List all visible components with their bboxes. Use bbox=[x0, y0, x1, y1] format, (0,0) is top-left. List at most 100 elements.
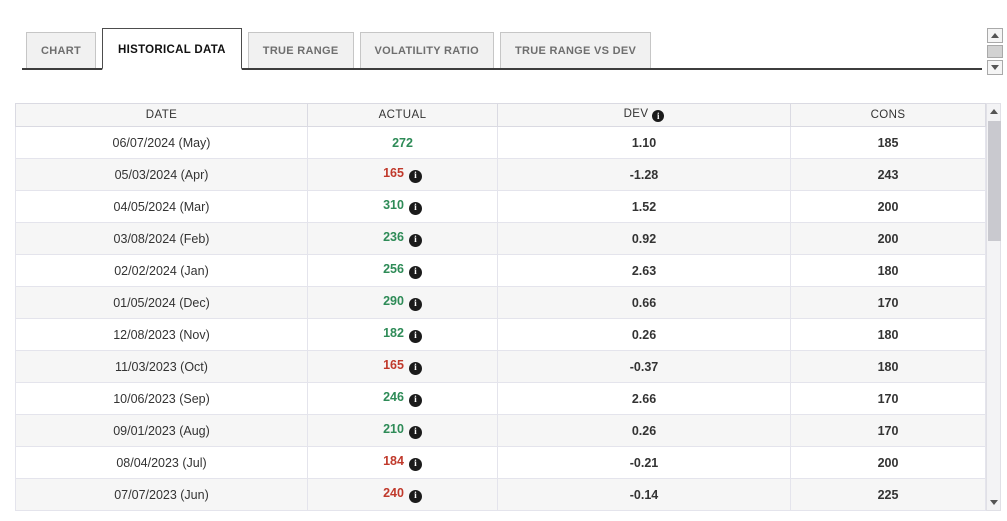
table-header-row: DATE ACTUAL DEV i CONS bbox=[15, 103, 986, 127]
column-label-cons: CONS bbox=[870, 109, 906, 121]
table-row: 05/03/2024 (Apr) 165 i -1.28 243 bbox=[15, 158, 986, 191]
actual-info-icon[interactable]: i bbox=[408, 394, 422, 407]
actual-info-icon[interactable]: i bbox=[408, 170, 422, 183]
table-row: 12/08/2023 (Nov) 182 i 0.26 180 bbox=[15, 318, 986, 351]
actual-info-icon[interactable]: i bbox=[408, 202, 422, 215]
cons-cell: 225 bbox=[790, 478, 986, 511]
cons-cell: 170 bbox=[790, 414, 986, 447]
tab-historical-data[interactable]: HISTORICAL DATA bbox=[102, 28, 242, 70]
date-cell: 10/06/2023 (Sep) bbox=[15, 382, 308, 415]
actual-value: 236 bbox=[383, 230, 404, 244]
cons-cell: 200 bbox=[790, 222, 986, 255]
cons-cell: 200 bbox=[790, 190, 986, 223]
actual-value: 290 bbox=[383, 294, 404, 308]
cons-cell: 243 bbox=[790, 158, 986, 191]
table-body: 06/07/2024 (May) 272i 1.10 185 05/03/202… bbox=[15, 126, 986, 511]
actual-cell: 272i bbox=[307, 126, 498, 159]
actual-value: 210 bbox=[383, 422, 404, 436]
actual-cell: 165 i bbox=[307, 350, 498, 383]
scroll-up-button[interactable] bbox=[987, 28, 1003, 43]
actual-info-icon[interactable]: i bbox=[408, 490, 422, 503]
actual-cell: 236 i bbox=[307, 222, 498, 255]
dev-cell: 2.63 bbox=[497, 254, 791, 287]
actual-value: 165 bbox=[383, 358, 404, 372]
table-row: 06/07/2024 (May) 272i 1.10 185 bbox=[15, 126, 986, 159]
table-row: 10/06/2023 (Sep) 246 i 2.66 170 bbox=[15, 382, 986, 415]
actual-cell: 184 i bbox=[307, 446, 498, 479]
column-header-actual: ACTUAL bbox=[307, 103, 498, 127]
actual-cell: 182 i bbox=[307, 318, 498, 351]
table-scrollbar-thumb[interactable] bbox=[988, 121, 1001, 241]
column-label-dev: DEV bbox=[623, 108, 649, 120]
date-cell: 03/08/2024 (Feb) bbox=[15, 222, 308, 255]
cons-cell: 200 bbox=[790, 446, 986, 479]
table-row: 02/02/2024 (Jan) 256 i 2.63 180 bbox=[15, 254, 986, 287]
date-cell: 12/08/2023 (Nov) bbox=[15, 318, 308, 351]
actual-value: 240 bbox=[383, 486, 404, 500]
dev-cell: 0.66 bbox=[497, 286, 791, 319]
tab-bar: CHART HISTORICAL DATA TRUE RANGE VOLATIL… bbox=[22, 28, 982, 70]
actual-value: 184 bbox=[383, 454, 404, 468]
table-row: 03/08/2024 (Feb) 236 i 0.92 200 bbox=[15, 222, 986, 255]
tab-volatility-ratio[interactable]: VOLATILITY RATIO bbox=[359, 32, 494, 68]
actual-cell: 256 i bbox=[307, 254, 498, 287]
date-cell: 11/03/2023 (Oct) bbox=[15, 350, 308, 383]
actual-info-icon[interactable]: i bbox=[408, 458, 422, 471]
actual-value: 165 bbox=[383, 166, 404, 180]
page-scrollbar-thumb[interactable] bbox=[987, 45, 1003, 58]
date-cell: 06/07/2024 (May) bbox=[15, 126, 308, 159]
dev-cell: -0.14 bbox=[497, 478, 791, 511]
table-container: DATE ACTUAL DEV i CONS 06/07/2024 (May) 2… bbox=[15, 103, 1001, 511]
cons-cell: 185 bbox=[790, 126, 986, 159]
dev-cell: 0.92 bbox=[497, 222, 791, 255]
dev-info-icon[interactable]: i bbox=[652, 110, 665, 122]
tab-chart[interactable]: CHART bbox=[26, 32, 96, 68]
dev-cell: 2.66 bbox=[497, 382, 791, 415]
tab-true-range-vs-dev[interactable]: TRUE RANGE VS DEV bbox=[499, 32, 652, 68]
dev-cell: -0.37 bbox=[497, 350, 791, 383]
date-cell: 07/07/2023 (Jun) bbox=[15, 478, 308, 511]
table-scrollbar[interactable] bbox=[986, 103, 1001, 511]
actual-info-icon[interactable]: i bbox=[408, 298, 422, 311]
actual-info-icon[interactable]: i bbox=[408, 330, 422, 343]
historical-data-table: DATE ACTUAL DEV i CONS 06/07/2024 (May) 2… bbox=[15, 103, 986, 511]
actual-cell: 240 i bbox=[307, 478, 498, 511]
table-row: 09/01/2023 (Aug) 210 i 0.26 170 bbox=[15, 414, 986, 447]
tab-true-range[interactable]: TRUE RANGE bbox=[247, 32, 354, 68]
actual-info-icon[interactable]: i bbox=[408, 362, 422, 375]
actual-info-icon[interactable]: i bbox=[408, 234, 422, 247]
date-cell: 01/05/2024 (Dec) bbox=[15, 286, 308, 319]
actual-value: 256 bbox=[383, 262, 404, 276]
date-cell: 04/05/2024 (Mar) bbox=[15, 190, 308, 223]
actual-cell: 210 i bbox=[307, 414, 498, 447]
table-scroll-up-icon[interactable] bbox=[989, 109, 998, 114]
cons-cell: 180 bbox=[790, 318, 986, 351]
actual-cell: 246 i bbox=[307, 382, 498, 415]
down-arrow-icon bbox=[991, 65, 999, 70]
table-row: 11/03/2023 (Oct) 165 i -0.37 180 bbox=[15, 350, 986, 383]
table-scroll-down-icon[interactable] bbox=[989, 500, 998, 505]
dev-cell: 0.26 bbox=[497, 318, 791, 351]
column-label-date: DATE bbox=[145, 109, 178, 121]
table-row: 08/04/2023 (Jul) 184 i -0.21 200 bbox=[15, 446, 986, 479]
dev-cell: 0.26 bbox=[497, 414, 791, 447]
column-header-dev: DEV i bbox=[497, 103, 791, 127]
scroll-down-button[interactable] bbox=[987, 60, 1003, 75]
actual-cell: 290 i bbox=[307, 286, 498, 319]
actual-info-icon[interactable]: i bbox=[408, 266, 422, 279]
page-scrollbar[interactable] bbox=[987, 28, 1003, 75]
column-label-actual: ACTUAL bbox=[378, 109, 427, 121]
date-cell: 08/04/2023 (Jul) bbox=[15, 446, 308, 479]
column-header-date: DATE bbox=[15, 103, 308, 127]
date-cell: 05/03/2024 (Apr) bbox=[15, 158, 308, 191]
cons-cell: 180 bbox=[790, 254, 986, 287]
actual-info-icon[interactable]: i bbox=[408, 426, 422, 439]
table-row: 07/07/2023 (Jun) 240 i -0.14 225 bbox=[15, 478, 986, 511]
dev-cell: -1.28 bbox=[497, 158, 791, 191]
date-cell: 09/01/2023 (Aug) bbox=[15, 414, 308, 447]
cons-cell: 170 bbox=[790, 286, 986, 319]
cons-cell: 170 bbox=[790, 382, 986, 415]
actual-value: 246 bbox=[383, 390, 404, 404]
dev-cell: 1.52 bbox=[497, 190, 791, 223]
